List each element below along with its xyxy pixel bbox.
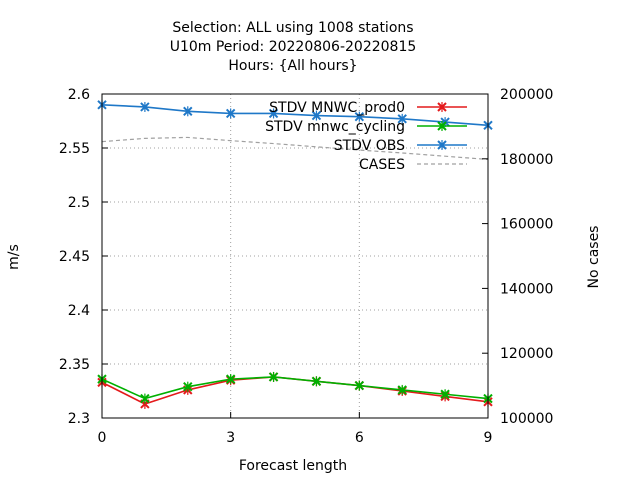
y-tick-label: 2.45: [59, 249, 90, 265]
data-point-stdv-mnwc-cycling: [354, 380, 365, 391]
legend-label: STDV mnwc_cycling: [265, 119, 405, 135]
series-line-stdv-mnwc-cycling: [101, 376, 489, 400]
data-point-stdv-mnwc-cycling: [397, 384, 407, 395]
y2-tick-label: 180000: [500, 152, 553, 168]
data-point-stdv-obs: [225, 108, 236, 119]
series-line-stdv-obs: [101, 104, 489, 127]
x-tick-label: 3: [226, 430, 235, 446]
y2-tick-label: 100000: [500, 411, 553, 427]
y2-tick-label: 160000: [500, 217, 553, 233]
legend: STDV MNWC_prod0 STDV mnwc_cycling STDV OBS…: [240, 100, 470, 173]
data-point-stdv-mnwc-cycling: [440, 389, 450, 400]
x-tick-label: 9: [484, 430, 493, 446]
y-tick-label: 2.6: [68, 87, 90, 103]
y-tick-label: 2.35: [59, 357, 90, 373]
data-point-stdv-mnwc-cycling: [140, 393, 150, 404]
y2-tick-label: 120000: [500, 346, 553, 362]
title-line-3: Hours: {All hours}: [228, 58, 357, 74]
series-cases: [101, 136, 489, 161]
legend-label: STDV OBS: [334, 138, 405, 154]
x-axis-label: Forecast length: [239, 458, 347, 474]
legend-item-stdv-mnwc-cycling: STDV mnwc_cycling: [265, 119, 467, 135]
y-tick-label: 2.5: [68, 195, 90, 211]
y-tick-label: 2.55: [59, 141, 90, 157]
legend-item-stdv-mnwc-prod0: STDV MNWC_prod0: [269, 100, 467, 116]
legend-marker: [437, 140, 447, 150]
y-tick-label: 2.3: [68, 411, 90, 427]
data-point-stdv-mnwc-cycling: [268, 371, 279, 382]
y2-axis-label: No cases: [586, 226, 602, 289]
title-line-2: U10m Period: 20220806-20220815: [170, 39, 417, 55]
legend-item-stdv-obs: STDV OBS: [334, 138, 467, 154]
series-line-cases: [101, 136, 489, 161]
series-stdv-mnwc-cycling: [97, 371, 493, 404]
series-stdv-mnwc-prod0: [97, 371, 493, 409]
series-stdv-obs: [97, 99, 493, 131]
legend-label: CASES: [359, 157, 405, 173]
data-point-stdv-obs: [140, 101, 150, 112]
data-point-stdv-obs: [183, 106, 193, 117]
plot-series: [97, 99, 493, 409]
x-tick-label: 0: [98, 430, 107, 446]
legend-item-cases: CASES: [240, 154, 470, 173]
legend-label: STDV MNWC_prod0: [269, 100, 405, 116]
data-point-stdv-obs: [354, 111, 365, 122]
legend-marker: [437, 102, 447, 112]
data-point-stdv-mnwc-cycling: [311, 376, 322, 387]
legend-background: [240, 154, 470, 172]
y-axis-label: m/s: [6, 244, 22, 270]
data-point-stdv-mnwc-cycling: [183, 381, 193, 392]
data-point-stdv-mnwc-cycling: [225, 374, 236, 385]
axis-ticks: 2.3 2.35 2.4 2.45 2.5 2.55 2.6 100000 120000 1400…: [59, 87, 554, 446]
data-point-stdv-obs: [311, 110, 322, 121]
series-line-stdv-mnwc-prod0: [101, 376, 489, 405]
y-tick-label: 2.4: [68, 303, 90, 319]
grid: [102, 94, 488, 418]
data-point-stdv-obs: [268, 108, 279, 119]
chart-title: Selection: ALL using 1008 stations U10m …: [170, 20, 417, 74]
y2-tick-label: 200000: [500, 87, 553, 103]
title-line-1: Selection: ALL using 1008 stations: [172, 20, 413, 36]
x-tick-label: 6: [355, 430, 364, 446]
data-point-stdv-obs: [397, 113, 407, 124]
legend-marker: [437, 121, 447, 131]
y2-tick-label: 140000: [500, 281, 553, 297]
